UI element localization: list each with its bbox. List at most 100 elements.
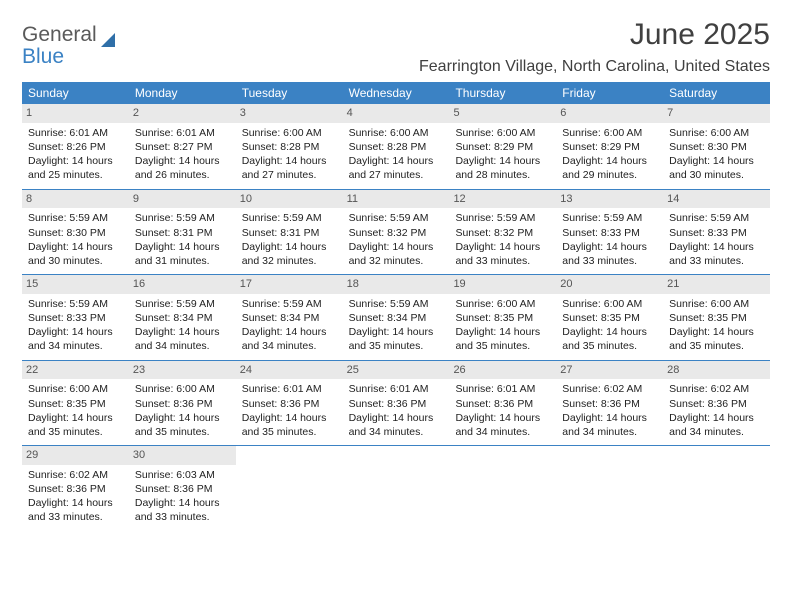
- sunset-line: Sunset: 8:36 PM: [26, 482, 125, 496]
- sunrise-line: Sunrise: 6:00 AM: [667, 126, 766, 140]
- sunrise-line: Sunrise: 6:00 AM: [560, 126, 659, 140]
- day-cell: 16Sunrise: 5:59 AMSunset: 8:34 PMDayligh…: [129, 275, 236, 360]
- daylight-line: Daylight: 14 hours and 33 minutes.: [26, 496, 125, 524]
- daylight-line: Daylight: 14 hours and 34 minutes.: [560, 411, 659, 439]
- header: General Blue June 2025 Fearrington Villa…: [22, 18, 770, 80]
- sunrise-line: Sunrise: 5:59 AM: [347, 297, 446, 311]
- day-cell: 23Sunrise: 6:00 AMSunset: 8:36 PMDayligh…: [129, 361, 236, 446]
- logo-text-wrap: General Blue: [22, 24, 97, 68]
- daylight-line: Daylight: 14 hours and 35 minutes.: [667, 325, 766, 353]
- daylight-line: Daylight: 14 hours and 27 minutes.: [240, 154, 339, 182]
- sunset-line: Sunset: 8:33 PM: [667, 226, 766, 240]
- sunrise-line: Sunrise: 6:01 AM: [347, 382, 446, 396]
- day-number: 20: [556, 275, 663, 294]
- sunset-line: Sunset: 8:31 PM: [240, 226, 339, 240]
- sunset-line: Sunset: 8:26 PM: [26, 140, 125, 154]
- location: Fearrington Village, North Carolina, Uni…: [419, 58, 770, 76]
- sunset-line: Sunset: 8:36 PM: [240, 397, 339, 411]
- sunset-line: Sunset: 8:35 PM: [560, 311, 659, 325]
- day-cell: 25Sunrise: 6:01 AMSunset: 8:36 PMDayligh…: [343, 361, 450, 446]
- weeks-container: 1Sunrise: 6:01 AMSunset: 8:26 PMDaylight…: [22, 104, 770, 531]
- sunset-line: Sunset: 8:29 PM: [453, 140, 552, 154]
- sunrise-line: Sunrise: 5:59 AM: [347, 211, 446, 225]
- day-cell: 13Sunrise: 5:59 AMSunset: 8:33 PMDayligh…: [556, 190, 663, 275]
- day-header: Thursday: [449, 82, 556, 104]
- day-header: Tuesday: [236, 82, 343, 104]
- daylight-line: Daylight: 14 hours and 33 minutes.: [667, 240, 766, 268]
- day-number: 11: [343, 190, 450, 209]
- day-number: 28: [663, 361, 770, 380]
- day-cell: 27Sunrise: 6:02 AMSunset: 8:36 PMDayligh…: [556, 361, 663, 446]
- daylight-line: Daylight: 14 hours and 32 minutes.: [240, 240, 339, 268]
- day-number: 23: [129, 361, 236, 380]
- sunrise-line: Sunrise: 5:59 AM: [240, 297, 339, 311]
- day-number: 1: [22, 104, 129, 123]
- day-cell: 14 Sunrise: 5:59 AMSunset: 8:33 PMDayligh…: [663, 190, 770, 275]
- daylight-line: Daylight: 14 hours and 30 minutes.: [26, 240, 125, 268]
- sunset-line: Sunset: 8:30 PM: [26, 226, 125, 240]
- week-row: 29 Sunrise: 6:02 AMSunset: 8:36 PMDayligh…: [22, 445, 770, 531]
- day-cell: 2Sunrise: 6:01 AMSunset: 8:27 PMDaylight…: [129, 104, 236, 189]
- sunset-line: Sunset: 8:33 PM: [560, 226, 659, 240]
- day-number: 25: [343, 361, 450, 380]
- week-row: 22Sunrise: 6:00 AMSunset: 8:35 PMDayligh…: [22, 360, 770, 446]
- sunset-line: Sunset: 8:34 PM: [240, 311, 339, 325]
- daylight-line: Daylight: 14 hours and 35 minutes.: [240, 411, 339, 439]
- day-number: 22: [22, 361, 129, 380]
- title-block: June 2025 Fearrington Village, North Car…: [419, 18, 770, 80]
- daylight-line: Daylight: 14 hours and 34 minutes.: [453, 411, 552, 439]
- sunset-line: Sunset: 8:27 PM: [133, 140, 232, 154]
- sunset-line: Sunset: 8:35 PM: [453, 311, 552, 325]
- day-cell: [556, 446, 663, 531]
- sunrise-line: Sunrise: 6:00 AM: [560, 297, 659, 311]
- sunrise-line: Sunrise: 6:00 AM: [453, 126, 552, 140]
- daylight-line: Daylight: 14 hours and 34 minutes.: [240, 325, 339, 353]
- day-number: 26: [449, 361, 556, 380]
- sunset-line: Sunset: 8:35 PM: [667, 311, 766, 325]
- day-number: 2: [129, 104, 236, 123]
- sunrise-line: Sunrise: 5:59 AM: [26, 297, 125, 311]
- daylight-line: Daylight: 14 hours and 27 minutes.: [347, 154, 446, 182]
- day-header-row: SundayMondayTuesdayWednesdayThursdayFrid…: [22, 82, 770, 104]
- day-number: 12: [449, 190, 556, 209]
- week-row: 8Sunrise: 5:59 AMSunset: 8:30 PMDaylight…: [22, 189, 770, 275]
- sunrise-line: Sunrise: 5:59 AM: [26, 211, 125, 225]
- sunrise-line: Sunrise: 5:59 AM: [560, 211, 659, 225]
- day-cell: 7Sunrise: 6:00 AMSunset: 8:30 PMDaylight…: [663, 104, 770, 189]
- week-row: 15Sunrise: 5:59 AMSunset: 8:33 PMDayligh…: [22, 274, 770, 360]
- day-cell: 20 Sunrise: 6:00 AMSunset: 8:35 PMDayligh…: [556, 275, 663, 360]
- day-number: 3: [236, 104, 343, 123]
- sail-icon: [101, 33, 115, 47]
- day-cell: 21Sunrise: 6:00 AMSunset: 8:35 PMDayligh…: [663, 275, 770, 360]
- sunrise-line: Sunrise: 6:01 AM: [26, 126, 125, 140]
- daylight-line: Daylight: 14 hours and 25 minutes.: [26, 154, 125, 182]
- sunrise-line: Sunrise: 6:00 AM: [26, 382, 125, 396]
- sunset-line: Sunset: 8:36 PM: [133, 397, 232, 411]
- day-number: 6: [556, 104, 663, 123]
- day-number: 29: [22, 446, 129, 465]
- sunrise-line: Sunrise: 5:59 AM: [133, 297, 232, 311]
- sunrise-line: Sunrise: 6:02 AM: [667, 382, 766, 396]
- sunrise-line: Sunrise: 6:02 AM: [26, 468, 125, 482]
- sunset-line: Sunset: 8:33 PM: [26, 311, 125, 325]
- day-cell: 10Sunrise: 5:59 AMSunset: 8:31 PMDayligh…: [236, 190, 343, 275]
- day-number: 21: [663, 275, 770, 294]
- sunset-line: Sunset: 8:34 PM: [347, 311, 446, 325]
- sunset-line: Sunset: 8:36 PM: [560, 397, 659, 411]
- daylight-line: Daylight: 14 hours and 35 minutes.: [453, 325, 552, 353]
- sunrise-line: Sunrise: 5:59 AM: [667, 211, 766, 225]
- sunset-line: Sunset: 8:28 PM: [347, 140, 446, 154]
- day-number: 14: [663, 190, 770, 209]
- sunset-line: Sunset: 8:36 PM: [347, 397, 446, 411]
- day-header: Wednesday: [343, 82, 450, 104]
- daylight-line: Daylight: 14 hours and 31 minutes.: [133, 240, 232, 268]
- day-cell: 24Sunrise: 6:01 AMSunset: 8:36 PMDayligh…: [236, 361, 343, 446]
- day-cell: 18Sunrise: 5:59 AMSunset: 8:34 PMDayligh…: [343, 275, 450, 360]
- sunset-line: Sunset: 8:36 PM: [453, 397, 552, 411]
- daylight-line: Daylight: 14 hours and 30 minutes.: [667, 154, 766, 182]
- day-cell: 8Sunrise: 5:59 AMSunset: 8:30 PMDaylight…: [22, 190, 129, 275]
- sunrise-line: Sunrise: 6:03 AM: [133, 468, 232, 482]
- day-cell: 11Sunrise: 5:59 AMSunset: 8:32 PMDayligh…: [343, 190, 450, 275]
- sunset-line: Sunset: 8:32 PM: [347, 226, 446, 240]
- daylight-line: Daylight: 14 hours and 35 minutes.: [560, 325, 659, 353]
